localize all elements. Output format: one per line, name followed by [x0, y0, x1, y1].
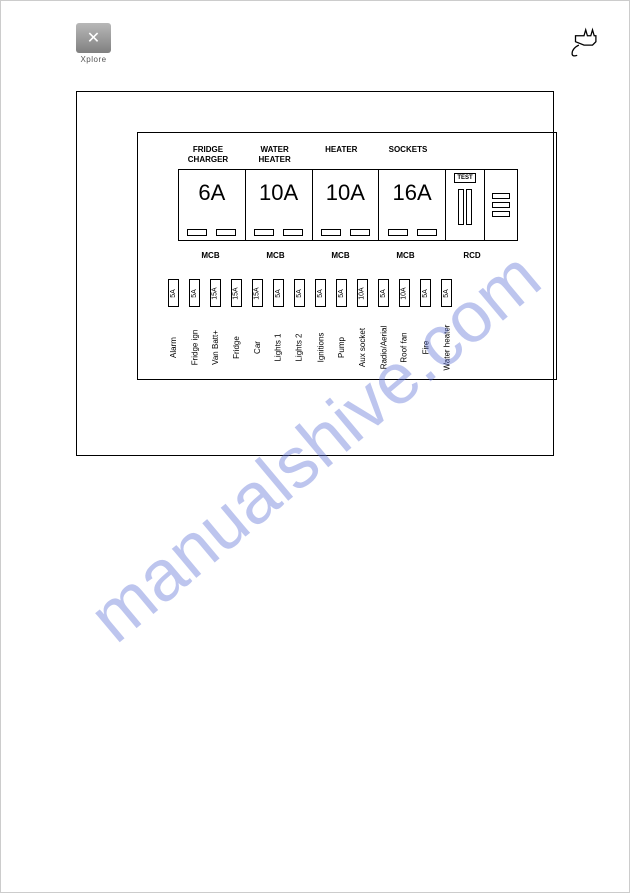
rcd-pole [466, 189, 472, 225]
rcd-body [458, 189, 472, 225]
mcb-switches [246, 229, 312, 236]
rcd-label: RCD [438, 251, 506, 260]
fuse-amp: 5A [275, 289, 282, 298]
fuse: 5A [189, 279, 200, 307]
rcd-block: TEST [446, 170, 485, 240]
mcb-switch [388, 229, 408, 236]
mcb-switch [187, 229, 207, 236]
breaker-label: MCB [373, 251, 438, 260]
breaker: 10A [246, 170, 313, 240]
breaker-header: SOCKETS [378, 145, 438, 164]
mcb-switch [254, 229, 274, 236]
breaker-labels: MCB MCB MCB MCB RCD [178, 251, 538, 260]
mcb-switch [283, 229, 303, 236]
fuse: 5A [168, 279, 179, 307]
fuse-label: Lights 2 [294, 315, 305, 373]
breaker-label: MCB [178, 251, 243, 260]
fuse-label: Water heater [441, 315, 452, 373]
fuse-amp: 5A [443, 289, 450, 298]
fuse: 5A [420, 279, 431, 307]
fuse-amp: 10A [359, 287, 366, 299]
fuse-amp: 5A [422, 289, 429, 298]
fuse-label: Fridge ign [189, 315, 200, 373]
fuse: 15A [231, 279, 242, 307]
fuse: 10A [399, 279, 410, 307]
fuse: 10A [357, 279, 368, 307]
rcd-extra-block [485, 170, 517, 240]
fuse-label: Alarm [168, 315, 179, 373]
fuse-amp: 5A [296, 289, 303, 298]
fuse-amp: 5A [191, 289, 198, 298]
fuse-amp: 15A [254, 287, 261, 299]
plug-icon [567, 23, 601, 57]
fuse-label: Lights 1 [273, 315, 284, 373]
mcb-switches [313, 229, 379, 236]
fuse: 15A [210, 279, 221, 307]
diagram-inner-frame: FRIDGE CHARGER WATER HEATER HEATER SOCKE… [137, 132, 557, 380]
brand-logo: ✕ Xplore [76, 23, 111, 58]
breaker: 16A [379, 170, 446, 240]
extra-bar [492, 211, 510, 217]
breaker-amp: 6A [198, 180, 225, 206]
extra-bar [492, 202, 510, 208]
breaker: 6A [179, 170, 246, 240]
mcb-switches [179, 229, 245, 236]
mcb-switch [216, 229, 236, 236]
breaker-header: WATER HEATER [245, 145, 305, 164]
mcb-switch [350, 229, 370, 236]
fuse-label-row: Alarm Fridge ign Van Batt+ Fridge Car Li… [168, 315, 528, 373]
mcb-switch [321, 229, 341, 236]
breaker: 10A [313, 170, 380, 240]
mcb-switches [379, 229, 445, 236]
breaker-headers: FRIDGE CHARGER WATER HEATER HEATER SOCKE… [178, 145, 438, 164]
breaker-amp: 10A [259, 180, 298, 206]
fuse-label: Fire [420, 315, 431, 373]
fuse: 5A [315, 279, 326, 307]
page: ✕ Xplore FRIDGE CHARGER WATER HEATER HEA… [0, 0, 630, 893]
fuse-label: Aux socket [357, 315, 368, 373]
breaker-header: FRIDGE CHARGER [178, 145, 238, 164]
fuse-row: 5A 5A 15A 15A 15A 5A 5A 5A 5A 10A 5A 10A… [168, 279, 528, 307]
breaker-amp: 10A [326, 180, 365, 206]
breaker-label: MCB [308, 251, 373, 260]
fuse-amp: 5A [170, 289, 177, 298]
rcd-pole [458, 189, 464, 225]
fuse-label: Ignitions [315, 315, 326, 373]
fuse-amp: 10A [401, 287, 408, 299]
fuse-amp: 5A [338, 289, 345, 298]
fuse-label: Radio/Aerial [378, 315, 389, 373]
brand-name: Xplore [76, 55, 111, 64]
fuse-amp: 15A [233, 287, 240, 299]
fuse-amp: 5A [380, 289, 387, 298]
fuse-amp: 5A [317, 289, 324, 298]
diagram-outer-frame: FRIDGE CHARGER WATER HEATER HEATER SOCKE… [76, 91, 554, 456]
fuse-label: Van Batt+ [210, 315, 221, 373]
fuse: 5A [336, 279, 347, 307]
logo-icon: ✕ [76, 23, 111, 53]
breaker-amp: 16A [393, 180, 432, 206]
fuse: 5A [294, 279, 305, 307]
mcb-switch [417, 229, 437, 236]
fuse-label: Pump [336, 315, 347, 373]
fuse-label: Car [252, 315, 263, 373]
extra-bar [492, 193, 510, 199]
fuse: 15A [252, 279, 263, 307]
fuse-label: Fridge [231, 315, 242, 373]
fuse: 5A [273, 279, 284, 307]
breaker-panel: 6A 10A 10A [178, 169, 518, 241]
breaker-label: MCB [243, 251, 308, 260]
fuse-label: Roof fan [399, 315, 410, 373]
rcd-test-label: TEST [454, 173, 475, 183]
breaker-header: HEATER [311, 145, 371, 164]
fuse-amp: 15A [212, 287, 219, 299]
fuse: 5A [378, 279, 389, 307]
fuse: 5A [441, 279, 452, 307]
